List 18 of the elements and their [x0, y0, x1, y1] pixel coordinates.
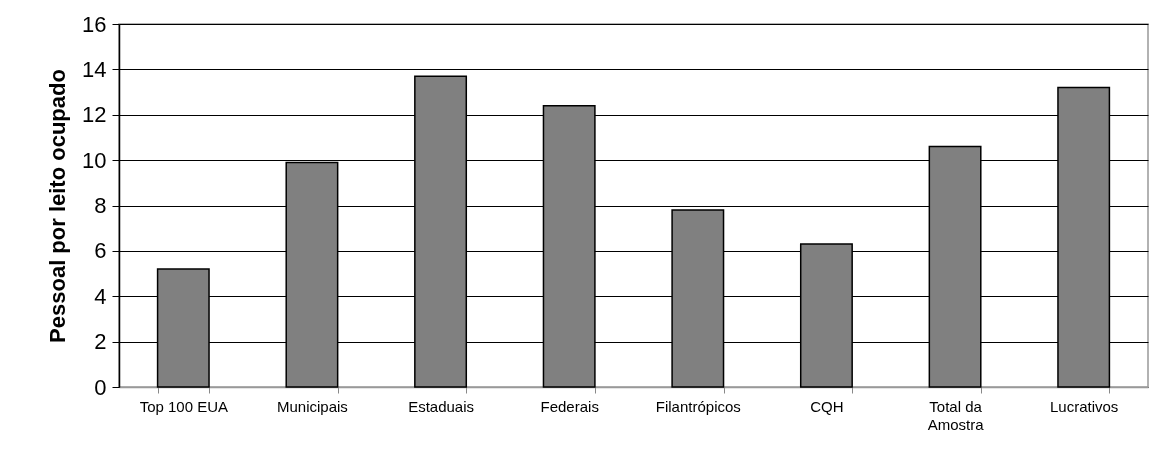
y-tick-label: 10 [82, 147, 107, 173]
x-tick-label: Federais [540, 397, 599, 415]
x-tick-label: Municipais [277, 397, 348, 415]
x-tick-label: CQH [810, 397, 844, 415]
x-tick-label: Total da Amostra [927, 397, 985, 433]
y-tick-label: 0 [94, 374, 107, 400]
x-tick-label: Estaduais [408, 397, 474, 415]
x-tick-label: Lucrativos [1050, 397, 1119, 415]
y-tick-label: 16 [82, 11, 107, 37]
y-tick-label: 12 [82, 102, 107, 128]
y-tick-label: 8 [94, 193, 107, 218]
y-tick-label: 6 [94, 238, 107, 264]
y-axis-title: Pessoal por leito ocupado [45, 69, 71, 343]
x-tick-label: Filantrópicos [655, 397, 741, 415]
y-tick-label: 14 [82, 56, 107, 82]
y-tick-label: 2 [94, 329, 107, 355]
x-tick-label: Top 100 EUA [139, 397, 229, 415]
y-tick-label: 4 [94, 283, 107, 309]
